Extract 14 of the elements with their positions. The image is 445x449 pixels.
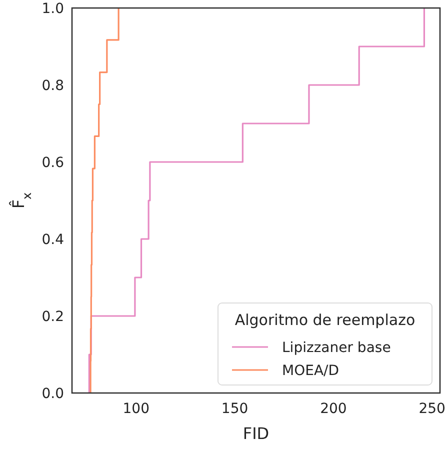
x-tick-label: 250 (418, 401, 445, 417)
legend-title: Algoritmo de reemplazo (234, 311, 416, 329)
x-tick-label: 150 (221, 401, 248, 417)
x-tick-label: 100 (122, 401, 150, 417)
y-tick-label: 0.6 (42, 155, 64, 171)
legend-label: Lipizzaner base (282, 340, 391, 356)
y-tick-label: 0.4 (42, 232, 64, 248)
x-axis-title: FID (242, 424, 270, 443)
y-tick-label: 0.2 (42, 309, 64, 325)
y-tick-label: 1.0 (42, 1, 64, 17)
legend-label: MOEA/D (282, 363, 340, 379)
y-tick-label: 0.0 (42, 386, 64, 402)
x-tick-label: 200 (320, 401, 347, 417)
y-tick-label: 0.8 (42, 78, 64, 94)
